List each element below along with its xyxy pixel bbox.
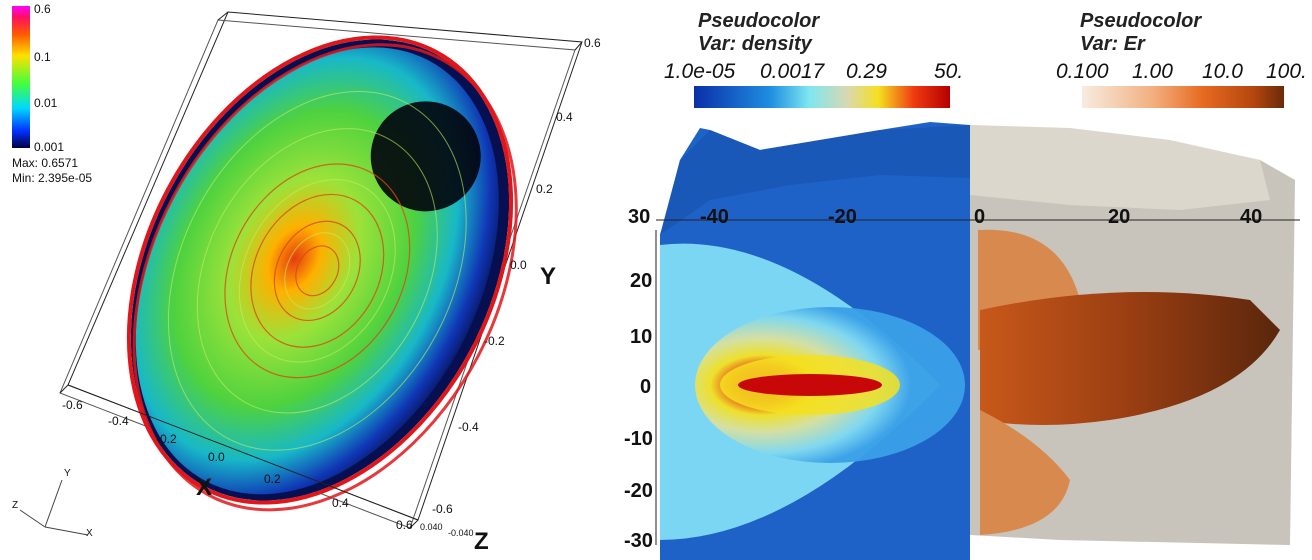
colorbar [12,6,30,148]
top-axis-tick: -20 [828,206,857,228]
er-legend-var: Var: Er [1080,33,1145,55]
disk-visualization-panel: 0.6 0.1 0.01 0.001 Max: 0.6571 Min: 2.39… [0,0,640,560]
colorbar-tick: 0.01 [34,96,58,110]
x-tick: -0.6 [62,398,83,412]
er-legend-title: Pseudocolor [1080,10,1202,32]
colorbar-tick: 0.001 [34,140,65,154]
density-tick: 1.0e-05 [664,60,736,83]
x-tick: 0.2 [264,472,281,486]
axis-triad [19,479,89,536]
top-axis-tick: -40 [700,206,729,228]
y-tick: -0.6 [432,502,453,516]
triad-y-label: Y [64,468,71,479]
y-tick: 0.6 [584,36,601,50]
triad-z-label: Z [12,500,19,511]
er-volume [970,125,1295,545]
er-colorbar [1082,86,1284,108]
x-tick: 0.0 [208,450,225,464]
density-tick: 0.29 [846,60,887,83]
er-tick: 10.0 [1202,60,1243,83]
density-tick: 50. [934,60,964,83]
density-tick: 0.0017 [760,60,825,83]
y-tick: -0.2 [484,334,505,348]
y-tick: -0.4 [458,420,479,434]
left-axis-tick: 0 [640,376,652,398]
density-disk [126,35,518,512]
top-axis-tick: 30 [628,206,651,228]
y-tick: 0.0 [510,258,527,272]
triad-x-label: X [86,528,93,539]
top-axis-tick: 20 [1108,206,1131,228]
left-axis-tick: -10 [624,428,653,450]
top-axis-tick: 0 [974,206,986,228]
x-tick: -0.4 [108,414,129,428]
x-tick: 0.4 [332,496,349,510]
y-tick: 0.4 [556,110,573,124]
z-axis-label: Z [474,528,489,555]
x-tick: 0.6 [396,518,413,532]
density-legend-var: Var: density [698,33,812,55]
er-tick: 1.00 [1132,60,1173,83]
y-axis-label: Y [540,263,557,290]
density-volume [660,122,970,560]
volume-render-panel: Pseudocolor Var: density 1.0e-05 0.0017 … [624,0,1312,560]
volume-plot [655,86,1300,560]
y-tick: 0.2 [536,182,553,196]
x-axis-ticks [67,384,419,521]
er-tick: 100. [1266,60,1307,83]
disk-outline [126,35,514,505]
density-colorbar [694,86,950,108]
density-legend-title: Pseudocolor [698,10,820,32]
left-axis-tick: -20 [624,480,653,502]
left-axis-tick: 10 [630,326,653,348]
colorbar-tick: 0.1 [34,50,51,64]
x-tick: -0.2 [156,432,177,446]
left-axis-tick: -30 [624,530,653,552]
colorbar-tick: 0.6 [34,2,51,16]
z-tick: 0.040 [420,522,443,532]
left-axis-tick: 20 [630,270,653,292]
disk-plot [12,6,583,536]
max-value-label: Max: 0.6571 [12,156,79,170]
z-tick: -0.040 [448,528,474,538]
min-value-label: Min: 2.395e-05 [12,171,93,185]
top-axis-tick: 40 [1240,206,1263,228]
x-axis-label: X [196,474,213,501]
er-tick: 0.100 [1056,60,1109,83]
